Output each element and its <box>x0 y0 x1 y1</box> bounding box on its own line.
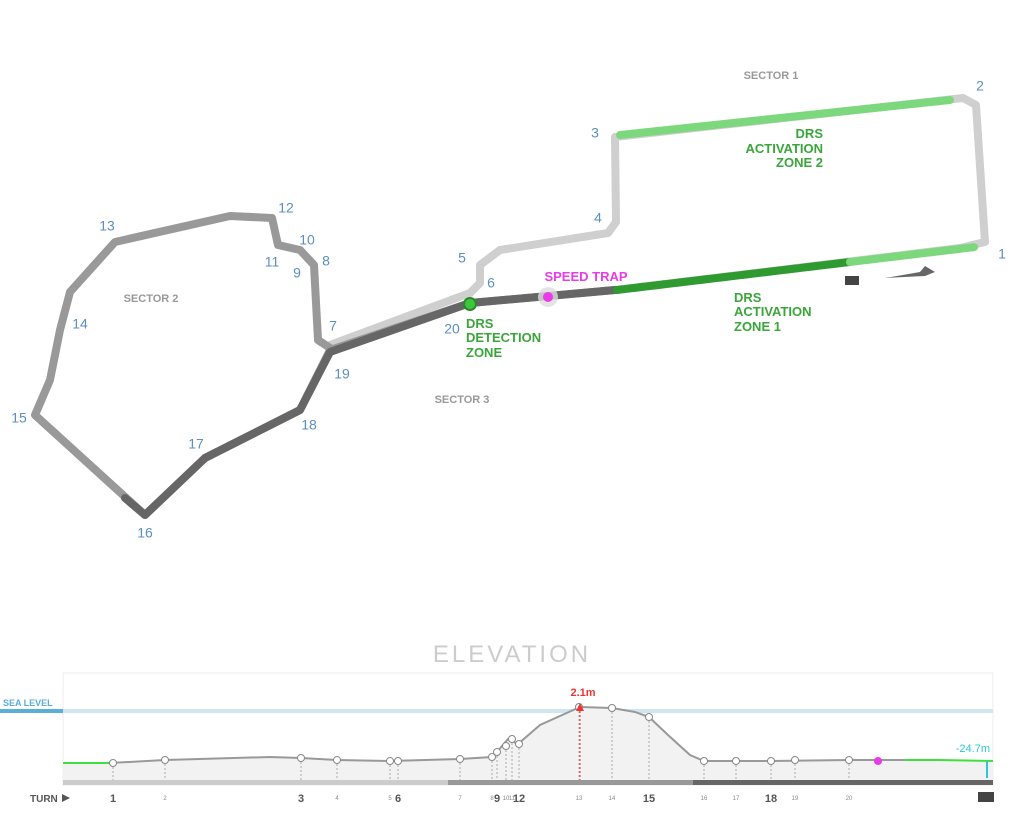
drs-zone-1-line <box>613 258 854 294</box>
min-label: -24.7m <box>956 743 990 755</box>
turn-number: 18 <box>301 417 317 433</box>
turn-number: 20 <box>444 321 460 337</box>
turn-marker <box>767 757 775 765</box>
elevation-area <box>63 707 993 782</box>
elevation-turn-number: 6 <box>395 793 401 805</box>
turn-number: 7 <box>329 318 337 334</box>
elevation-turn-number: 12 <box>513 793 525 805</box>
turn-number: 4 <box>594 210 602 226</box>
turn-marker <box>732 757 740 765</box>
turn-number: 10 <box>299 232 315 248</box>
max-marker <box>576 703 584 711</box>
drs-zone-1-extension <box>846 243 979 266</box>
turn-number: 9 <box>293 265 301 281</box>
turn-number: 14 <box>72 316 88 332</box>
drs-zone-1-label: DRS ACTIVATION ZONE 1 <box>734 290 812 334</box>
elevation-turn-number: 2 <box>163 796 167 802</box>
turn-marker <box>608 704 616 712</box>
turn-marker <box>333 756 341 764</box>
turn-marker <box>386 757 394 765</box>
turn-marker <box>502 742 510 750</box>
elevation-drs-line <box>905 759 994 762</box>
elevation-turn-number: 14 <box>609 796 616 802</box>
drs-zone-2-label: DRS ACTIVATION ZONE 2 <box>745 126 823 170</box>
turn-marker <box>515 740 523 748</box>
track <box>31 94 989 519</box>
elevation-turn-number: 19 <box>792 796 799 802</box>
sector-3-track <box>121 286 619 519</box>
elevation-turn-number: 10 <box>503 796 510 802</box>
direction-arrow <box>885 266 935 278</box>
sector-1-track <box>326 94 989 349</box>
drs-detection-label: DRS DETECTION ZONE <box>466 316 541 360</box>
turn-number: 15 <box>11 410 27 426</box>
speed-trap-label: SPEED TRAP <box>544 269 627 284</box>
turn-marker <box>488 753 496 761</box>
drs-detection-point <box>463 297 477 311</box>
sector-label: SECTOR 1 <box>744 70 799 82</box>
turn-number: 16 <box>137 525 153 541</box>
speed-trap-point <box>543 292 553 302</box>
sector-3-bar <box>693 780 993 785</box>
turn-marker <box>493 748 501 756</box>
turn-number: 11 <box>265 254 280 270</box>
sector-1-bar <box>63 780 448 785</box>
finish-flag <box>845 276 859 285</box>
sector-2-bar <box>448 780 693 785</box>
sector-label: SECTOR 2 <box>124 293 179 305</box>
elevation-turn-number: 4 <box>335 796 339 802</box>
sea-level-label: SEA LEVEL <box>3 698 53 708</box>
elevation-turn-number: 1 <box>110 793 116 805</box>
turn-axis-label: TURN <box>30 794 58 805</box>
sea-level-marker <box>0 709 63 713</box>
elevation-turn-number: 15 <box>643 793 655 805</box>
turn-marker <box>456 755 464 763</box>
turn-number: 2 <box>976 78 984 94</box>
elevation-turn-number: 13 <box>576 796 583 802</box>
turn-number: 5 <box>458 250 466 266</box>
turn-marker <box>161 756 169 764</box>
sector-label: SECTOR 3 <box>435 394 490 406</box>
elevation-turn-number: 11 <box>509 796 516 802</box>
elevation-turn-number: 3 <box>298 793 304 805</box>
sea-level-band <box>0 709 993 713</box>
turn-number: 19 <box>334 366 350 382</box>
turn-number: 1 <box>998 246 1006 262</box>
speed-trap-marker <box>874 757 882 765</box>
elevation-turn-number: 7 <box>458 796 462 802</box>
elevation-markers <box>109 703 853 780</box>
turn-marker <box>297 754 305 762</box>
turn-axis-arrow <box>62 794 70 802</box>
elevation-turn-number: 18 <box>765 793 777 805</box>
turn-marker <box>508 735 516 743</box>
turn-number: 13 <box>99 218 115 234</box>
turn-marker <box>645 713 653 721</box>
elevation-turn-number: 16 <box>701 796 708 802</box>
turn-marker <box>109 759 117 767</box>
turn-number: 6 <box>487 275 495 291</box>
turn-marker <box>845 756 853 764</box>
turn-number: 17 <box>188 436 204 452</box>
elevation-turn-number: 5 <box>388 796 392 802</box>
max-label: 2.1m <box>570 687 595 699</box>
finish-flag <box>978 792 994 802</box>
elevation-turn-number: 17 <box>733 796 740 802</box>
elevation-turn-number: 9 <box>494 793 500 805</box>
turn-marker <box>394 757 402 765</box>
turn-marker <box>791 756 799 764</box>
turn-number: 8 <box>322 253 330 269</box>
turn-number: 12 <box>278 200 294 216</box>
elevation-turn-number: 20 <box>846 796 853 802</box>
elevation-title: ELEVATION <box>433 641 591 668</box>
turn-marker <box>700 757 708 765</box>
drs-zone-2-line <box>616 96 954 139</box>
turn-number: 3 <box>591 125 599 141</box>
elevation-turn-number: 8 <box>490 796 494 802</box>
